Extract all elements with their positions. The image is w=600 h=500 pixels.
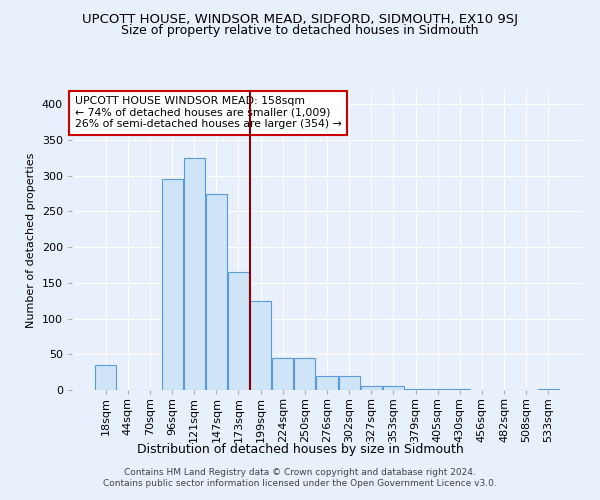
Bar: [295, 358, 316, 390]
Bar: [206, 194, 227, 390]
Bar: [161, 180, 182, 390]
Text: Size of property relative to detached houses in Sidmouth: Size of property relative to detached ho…: [121, 24, 479, 37]
Text: Distribution of detached houses by size in Sidmouth: Distribution of detached houses by size …: [137, 442, 463, 456]
Bar: [250, 300, 271, 390]
Bar: [383, 386, 404, 390]
Bar: [427, 388, 448, 390]
Text: UPCOTT HOUSE, WINDSOR MEAD, SIDFORD, SIDMOUTH, EX10 9SJ: UPCOTT HOUSE, WINDSOR MEAD, SIDFORD, SID…: [82, 12, 518, 26]
Text: Contains HM Land Registry data © Crown copyright and database right 2024.
Contai: Contains HM Land Registry data © Crown c…: [103, 468, 497, 487]
Bar: [405, 388, 426, 390]
Text: UPCOTT HOUSE WINDSOR MEAD: 158sqm
← 74% of detached houses are smaller (1,009)
2: UPCOTT HOUSE WINDSOR MEAD: 158sqm ← 74% …: [74, 96, 341, 129]
Bar: [361, 386, 382, 390]
Bar: [316, 376, 338, 390]
Y-axis label: Number of detached properties: Number of detached properties: [26, 152, 36, 328]
Bar: [184, 158, 205, 390]
Bar: [95, 365, 116, 390]
Bar: [272, 358, 293, 390]
Bar: [338, 376, 359, 390]
Bar: [538, 388, 559, 390]
Bar: [228, 272, 249, 390]
